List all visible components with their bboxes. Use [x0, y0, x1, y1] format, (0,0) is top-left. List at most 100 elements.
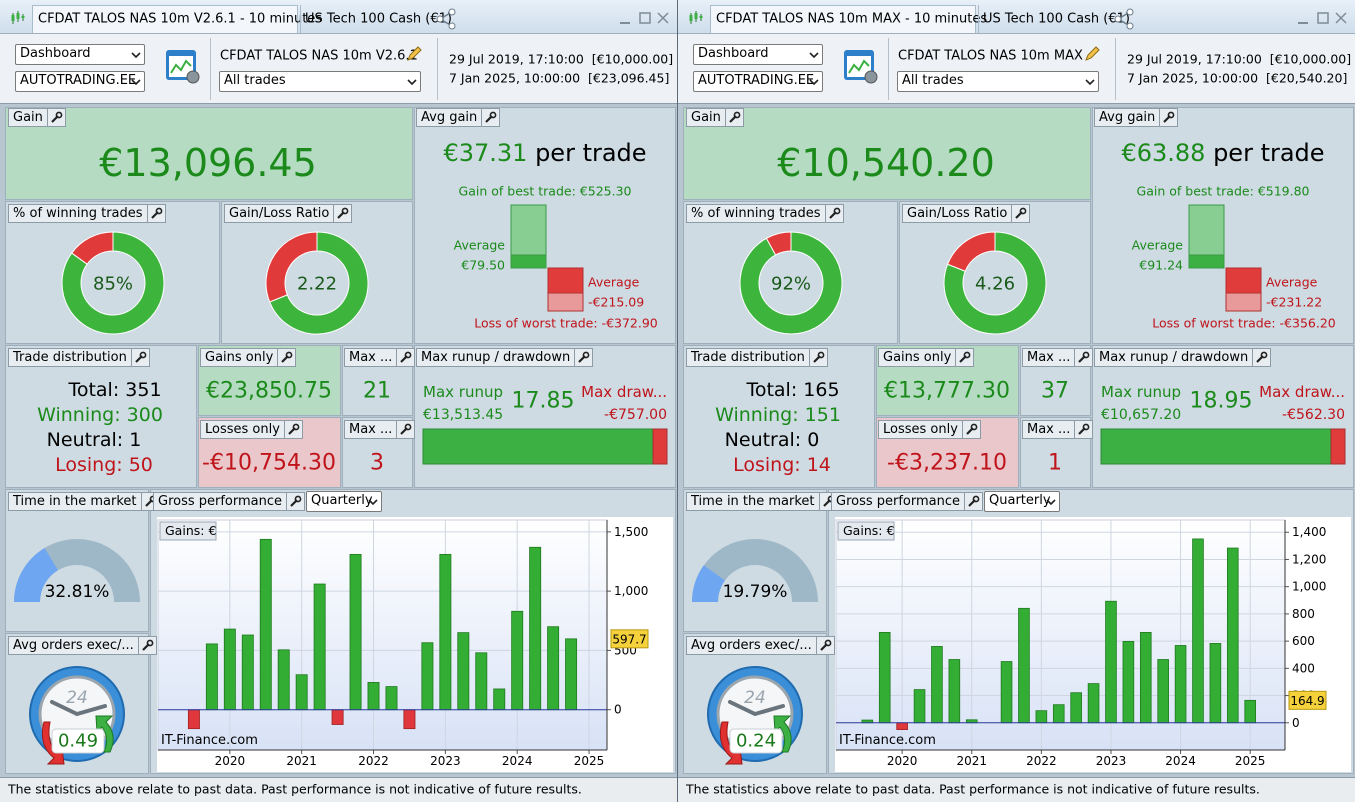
- donut-loss: [265, 231, 318, 303]
- settings-button[interactable]: [286, 492, 305, 511]
- section-label: Avg gain: [1094, 108, 1161, 127]
- icon: [166, 50, 200, 84]
- settings-button[interactable]: [396, 420, 415, 439]
- dropdown[interactable]: Quarterly: [306, 491, 382, 512]
- avg-orders: 0.49: [57, 730, 99, 752]
- share-node: [448, 22, 456, 30]
- settings-button[interactable]: [1074, 420, 1093, 439]
- settings-button[interactable]: [1252, 348, 1271, 367]
- avg-orders: 0.24: [735, 730, 777, 752]
- dropdown-arrow: [808, 49, 820, 61]
- bar: [385, 686, 398, 711]
- icon: [1256, 351, 1268, 363]
- edit-button[interactable]: [404, 44, 424, 64]
- settings-button[interactable]: [138, 636, 157, 655]
- wrench-head: [155, 207, 163, 215]
- bar: [878, 632, 891, 724]
- dropdown[interactable]: All trades: [219, 71, 421, 92]
- bar: [1244, 699, 1256, 724]
- worst-trade-box: [1225, 292, 1262, 312]
- average-loss: -€231.22: [1266, 294, 1323, 310]
- settings-button[interactable]: [1074, 348, 1093, 367]
- dashboard-icon[interactable]: [164, 46, 202, 86]
- edit-icon: [1085, 46, 1100, 61]
- share-button[interactable]: [1113, 8, 1137, 30]
- settings-button[interactable]: [131, 348, 150, 367]
- settings-button[interactable]: [809, 348, 828, 367]
- dropdown[interactable]: All trades: [897, 71, 1099, 92]
- neutral-trades: Neutral: 0: [724, 429, 820, 451]
- settings-button[interactable]: [1159, 108, 1178, 127]
- edit-button[interactable]: [1082, 44, 1102, 64]
- share-button[interactable]: [435, 8, 459, 30]
- icon: [729, 111, 741, 123]
- instrument-tab: [300, 5, 462, 33]
- section-label: Max ...: [1022, 420, 1076, 439]
- bar: [1070, 692, 1082, 724]
- wrench-head: [733, 111, 741, 119]
- settings-button[interactable]: [333, 204, 352, 223]
- settings-button[interactable]: [825, 204, 844, 223]
- bar: [1105, 600, 1117, 724]
- dropdown[interactable]: Dashboard: [693, 44, 823, 65]
- system-name: CFDAT TALOS NAS 10m V2.6.1: [220, 48, 418, 64]
- settings-button[interactable]: [725, 108, 744, 127]
- settings-button[interactable]: [574, 348, 593, 367]
- share-node: [436, 15, 444, 23]
- wrench-head: [292, 423, 300, 431]
- settings-button[interactable]: [962, 420, 981, 439]
- bar: [948, 659, 961, 724]
- separator: [210, 38, 211, 100]
- maximize-icon: [639, 12, 651, 24]
- donut-win: [61, 231, 165, 335]
- settings-button[interactable]: [955, 348, 974, 367]
- x-tick-label: 2023: [1096, 754, 1127, 768]
- dashboard-icon[interactable]: [842, 46, 880, 86]
- y-tick-label: 0: [1292, 716, 1300, 730]
- runup-value: €10,657.20: [1101, 407, 1182, 423]
- dashboard-window: CFDAT TALOS NAS 10m V2.6.1 - 10 minutes U…: [0, 0, 677, 802]
- section-label: Gains only: [200, 348, 279, 367]
- dropdown[interactable]: AUTOTRADING.EE: [15, 71, 145, 92]
- settings-button[interactable]: [47, 108, 66, 127]
- dropdown-value: AUTOTRADING.EE: [698, 73, 815, 88]
- window-buttons[interactable]: [1294, 8, 1350, 28]
- window-divider: [677, 0, 678, 802]
- wrench-head: [1167, 111, 1175, 119]
- settings-button[interactable]: [284, 420, 303, 439]
- settings-button[interactable]: [481, 108, 500, 127]
- x-tick-label: 2024: [1165, 754, 1196, 768]
- green-arrow: [773, 715, 792, 753]
- y-tick-label: 1,000: [614, 584, 648, 598]
- dropdown[interactable]: AUTOTRADING.EE: [693, 71, 823, 92]
- graphics: 2420202021202220232024202502004006008001…: [692, 204, 1351, 772]
- dropdown[interactable]: Dashboard: [15, 44, 145, 65]
- settings-button[interactable]: [1011, 204, 1030, 223]
- chart-label-box: [837, 521, 895, 541]
- bar: [1157, 659, 1169, 724]
- settings-button[interactable]: [396, 348, 415, 367]
- window-buttons[interactable]: [616, 8, 672, 28]
- settings-button[interactable]: [964, 492, 983, 511]
- icon: [407, 46, 422, 61]
- settings-button[interactable]: [816, 636, 835, 655]
- max-wins: 21: [363, 378, 391, 404]
- icon: [288, 423, 300, 435]
- runup-ratio: 18.95: [1189, 388, 1253, 414]
- arrow-icon: [1046, 499, 1056, 506]
- section-label: Avg orders exec/...: [8, 636, 139, 655]
- settings-button[interactable]: [277, 348, 296, 367]
- drawdown-title: Max draw...: [581, 383, 667, 401]
- section-label: Max runup / drawdown: [416, 348, 576, 367]
- wrench-head: [294, 495, 302, 503]
- icon: [809, 52, 819, 59]
- x-tick-label: 2023: [430, 754, 461, 768]
- section-label: Avg gain: [416, 108, 483, 127]
- arrow-icon: [368, 499, 378, 506]
- icon: [813, 351, 825, 363]
- bar: [1174, 645, 1187, 724]
- dropdown[interactable]: Quarterly: [984, 491, 1060, 512]
- settings-button[interactable]: [147, 204, 166, 223]
- close-icon: [657, 12, 669, 24]
- candle-body: [699, 16, 703, 18]
